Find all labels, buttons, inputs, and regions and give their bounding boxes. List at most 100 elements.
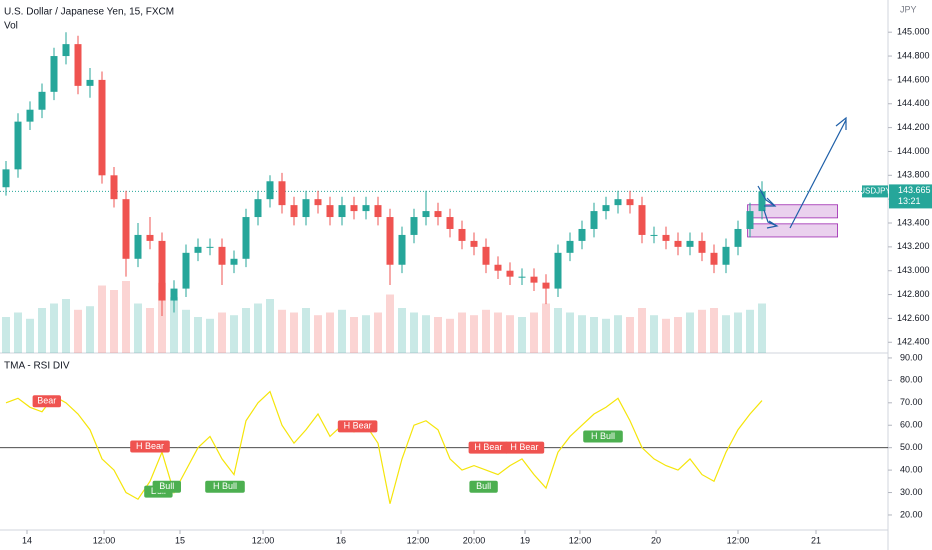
volume-bar: [518, 317, 526, 353]
volume-bar: [446, 318, 454, 353]
currency-label: JPY: [900, 4, 917, 14]
drawings: [757, 116, 847, 229]
y-tick-label: 145.000: [897, 27, 930, 37]
volume-bar: [434, 317, 442, 353]
volume-bar: [398, 308, 406, 353]
annotation-box: [468, 441, 509, 454]
candle-body: [494, 264, 502, 271]
volume-bar: [110, 290, 118, 353]
candle-body: [578, 228, 586, 241]
volume-bar: [158, 282, 166, 353]
y-tick-label: 143.200: [897, 241, 930, 251]
volume-bar: [638, 308, 646, 353]
candle-body: [182, 252, 190, 289]
candle-body: [350, 205, 358, 212]
volume-bar: [170, 297, 178, 353]
candle-body: [674, 240, 682, 247]
volume-bar: [74, 309, 82, 353]
volume-bar: [602, 318, 610, 353]
volume-bar: [506, 315, 514, 353]
candle-body: [362, 205, 370, 212]
volume-bar: [746, 309, 754, 353]
candle-body: [386, 217, 394, 265]
volume-bar: [182, 309, 190, 353]
volume-bar: [278, 309, 286, 353]
volume-bar: [410, 312, 418, 353]
volume-bar: [530, 312, 538, 353]
candle-body: [206, 246, 214, 248]
candle-body: [14, 121, 22, 170]
volume-bar: [146, 308, 154, 353]
volume-bar: [50, 303, 58, 353]
candle-body: [26, 109, 34, 122]
volume-bar: [314, 315, 322, 353]
rsi-y-tick-label: 70.00: [900, 397, 923, 407]
rsi-y-tick-label: 30.00: [900, 487, 923, 497]
volume-label: Vol: [4, 21, 18, 32]
price-tag-symbol: USDJPY: [859, 187, 891, 196]
candle-body: [446, 217, 454, 229]
candle-body: [710, 252, 718, 265]
trend-arrow: [789, 119, 847, 229]
volume-bar: [350, 317, 358, 353]
annotation-box: [469, 480, 498, 493]
volume-bar: [326, 312, 334, 353]
candle-body: [278, 181, 286, 206]
candle-body: [146, 234, 154, 241]
chart-title: U.S. Dollar / Japanese Yen, 15, FXCM: [4, 7, 174, 18]
volume-bar: [26, 318, 34, 353]
volume-bar: [494, 312, 502, 353]
annotation-label: Bull: [159, 481, 174, 491]
candle-body: [122, 199, 130, 259]
volume-bar: [482, 309, 490, 353]
y-tick-label: 143.000: [897, 265, 930, 275]
annotation-box: [205, 480, 245, 493]
candle-body: [110, 175, 118, 200]
volume-bar: [422, 315, 430, 353]
volume-bar: [122, 281, 130, 353]
annotation-box: [504, 441, 545, 454]
volume-bar: [458, 312, 466, 353]
candle-body: [410, 217, 418, 235]
volume-bar: [698, 309, 706, 353]
volume-bar: [14, 312, 22, 353]
volume-bar: [194, 317, 202, 353]
x-tick-label: 19: [520, 535, 530, 545]
candle-body: [626, 199, 634, 206]
price-label-box: [889, 184, 932, 209]
annotation-box: [337, 420, 378, 433]
zone: [747, 223, 838, 238]
volume-bar: [2, 317, 10, 353]
annotation-box: [32, 395, 61, 408]
candle-body: [158, 240, 166, 301]
candle-body: [434, 211, 442, 218]
candle-body: [50, 56, 58, 92]
x-tick-label: 21: [811, 535, 821, 545]
x-tick-label: 12:00: [93, 535, 116, 545]
countdown: 13:21: [898, 196, 921, 206]
candle-body: [86, 79, 94, 86]
candle-body: [74, 44, 82, 86]
volume-bar: [626, 317, 634, 353]
candle-body: [482, 246, 490, 265]
candle-body: [722, 246, 730, 265]
volume-bar: [662, 318, 670, 353]
rsi-y-tick-label: 20.00: [900, 509, 923, 519]
price-label: 143.665: [898, 185, 931, 195]
rsi-y-tick-label: 40.00: [900, 464, 923, 474]
volume-bar: [566, 312, 574, 353]
candle-body: [458, 228, 466, 241]
volume-bar: [722, 315, 730, 353]
x-tick-label: 15: [175, 535, 185, 545]
x-tick-label: 12:00: [252, 535, 275, 545]
path-arrow: [757, 185, 776, 207]
volume-bar: [242, 308, 250, 353]
candle-body: [38, 91, 46, 110]
arrow-head: [835, 116, 847, 130]
annotation-label: H Bear: [474, 442, 502, 452]
y-tick-label: 143.400: [897, 217, 930, 227]
annotation-box: [583, 430, 623, 443]
candle-body: [542, 282, 550, 289]
volume-bar: [86, 306, 94, 353]
candle-body: [698, 240, 706, 253]
